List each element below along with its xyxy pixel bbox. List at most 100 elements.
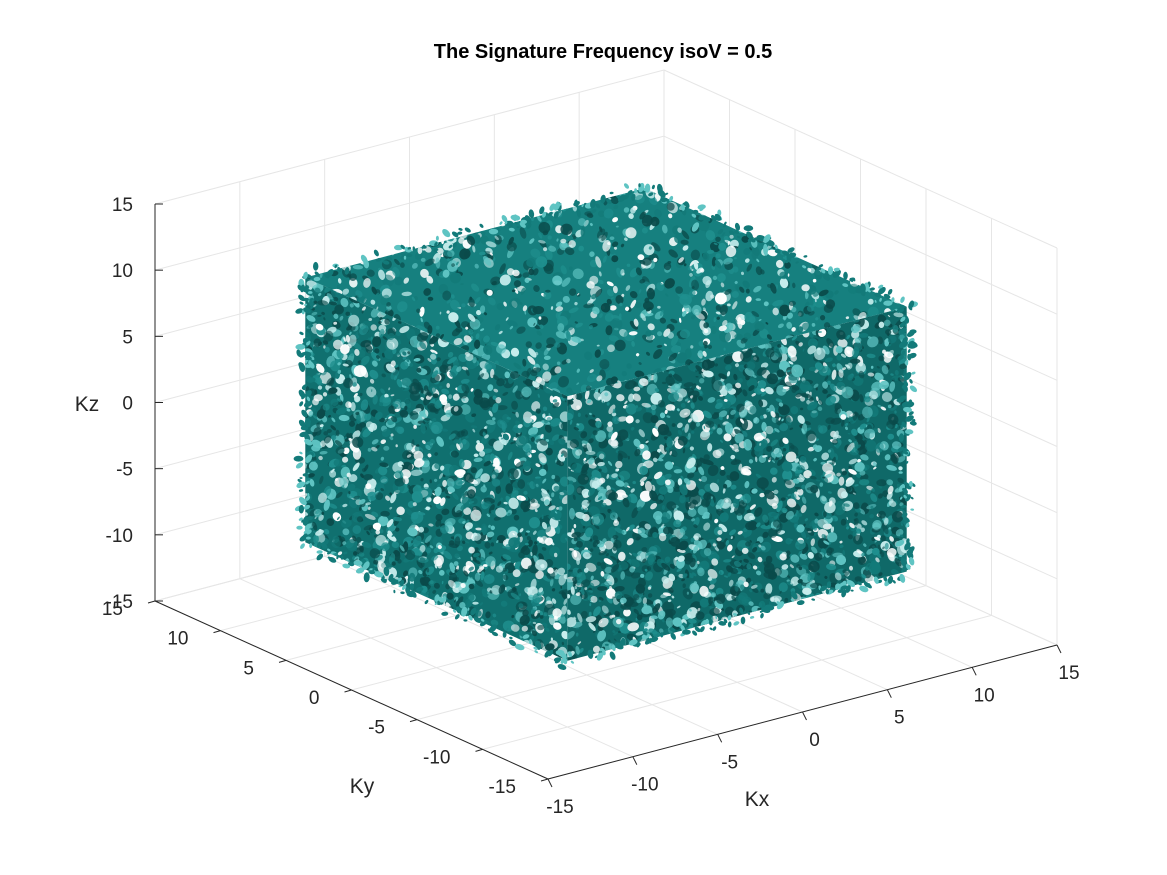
surface-speck — [339, 627, 344, 634]
surface-speck — [821, 645, 831, 653]
surface-speck — [389, 506, 393, 510]
surface-speck — [558, 573, 567, 586]
surface-speck — [798, 656, 807, 661]
surface-speck — [485, 556, 496, 567]
surface-speck — [356, 536, 362, 544]
surface-speck — [755, 620, 764, 629]
surface-speck — [424, 608, 433, 617]
surface-speck — [324, 639, 332, 647]
surface-speck — [876, 265, 881, 272]
surface-speck — [883, 602, 888, 606]
surface-speck — [340, 297, 349, 308]
surface-speck — [789, 647, 793, 651]
surface-speck — [485, 611, 491, 619]
surface-speck — [465, 435, 469, 439]
surface-speck — [352, 436, 364, 448]
surface-speck — [359, 611, 371, 622]
surface-speck — [359, 392, 363, 397]
surface-speck — [322, 392, 328, 397]
surface-speck — [390, 493, 397, 504]
surface-speck — [876, 656, 880, 659]
surface-speck — [546, 417, 552, 422]
surface-speck — [387, 656, 394, 661]
surface-speck — [509, 654, 515, 659]
surface-speck — [373, 559, 379, 565]
surface-speck — [855, 645, 860, 653]
surface-speck — [864, 623, 871, 632]
surface-speck — [559, 491, 565, 496]
surface-speck — [545, 447, 553, 456]
surface-speck — [349, 331, 352, 335]
surface-speck — [343, 620, 352, 629]
surface-speck — [534, 610, 538, 617]
surface-speck — [843, 619, 850, 625]
surface-speck — [312, 586, 315, 590]
surface-speck — [324, 346, 330, 353]
surface-speck — [845, 599, 849, 603]
surface-speck — [791, 604, 803, 615]
surface-speck — [327, 585, 334, 593]
surface-speck — [879, 630, 886, 640]
surface-speck — [503, 501, 508, 505]
surface-speck — [364, 513, 376, 520]
surface-speck — [618, 653, 624, 659]
surface-speck — [848, 633, 855, 640]
surface-speck — [432, 393, 439, 399]
surface-speck — [365, 502, 371, 506]
surface-speck — [781, 202, 785, 207]
surface-speck — [552, 402, 560, 409]
surface-speck — [323, 345, 326, 349]
surface-speck — [852, 630, 860, 641]
surface-speck — [537, 624, 545, 631]
surface-speck — [795, 634, 802, 641]
surface-speck — [334, 440, 343, 447]
surface-speck — [307, 618, 316, 629]
surface-speck — [308, 410, 314, 417]
surface-speck — [551, 588, 556, 592]
surface-speck — [449, 371, 457, 378]
surface-speck — [397, 618, 402, 623]
surface-speck — [901, 611, 907, 624]
surface-speck — [305, 493, 308, 497]
surface-speck — [510, 490, 519, 499]
surface-speck — [378, 402, 384, 407]
surface-speck — [809, 246, 817, 254]
surface-speck — [474, 559, 481, 565]
surface-speck — [374, 599, 379, 602]
surface-speck — [369, 599, 378, 608]
surface-speck — [473, 636, 482, 645]
surface-speck — [471, 413, 477, 418]
surface-speck — [344, 618, 348, 623]
surface-speck — [883, 214, 889, 222]
surface-speck — [697, 648, 705, 656]
surface-speck — [310, 588, 318, 595]
surface-speck — [364, 596, 369, 602]
surface-speck — [465, 369, 470, 376]
surface-speck — [519, 528, 524, 533]
surface-speck — [490, 542, 495, 547]
surface-speck — [435, 655, 440, 660]
surface-speck — [492, 613, 497, 618]
surface-speck — [463, 507, 472, 516]
surface-speck — [764, 647, 774, 655]
surface-speck — [745, 637, 752, 643]
surface-speck — [493, 516, 502, 521]
surface-speck — [361, 541, 372, 548]
surface-speck — [502, 433, 510, 441]
surface-speck — [380, 388, 385, 394]
surface-speck — [436, 647, 442, 652]
surface-speck — [483, 564, 488, 567]
surface-speck — [833, 596, 840, 603]
surface-speck — [801, 615, 809, 624]
surface-speck — [367, 447, 372, 452]
surface-speck — [699, 654, 705, 660]
surface-speck — [890, 616, 895, 624]
surface-speck — [496, 405, 508, 411]
surface-speck — [439, 641, 448, 652]
surface-speck — [345, 311, 351, 317]
surface-speck — [754, 638, 761, 646]
surface-speck — [808, 619, 818, 629]
surface-speck — [427, 358, 432, 362]
surface-speck — [447, 486, 456, 493]
surface-speck — [805, 599, 809, 602]
